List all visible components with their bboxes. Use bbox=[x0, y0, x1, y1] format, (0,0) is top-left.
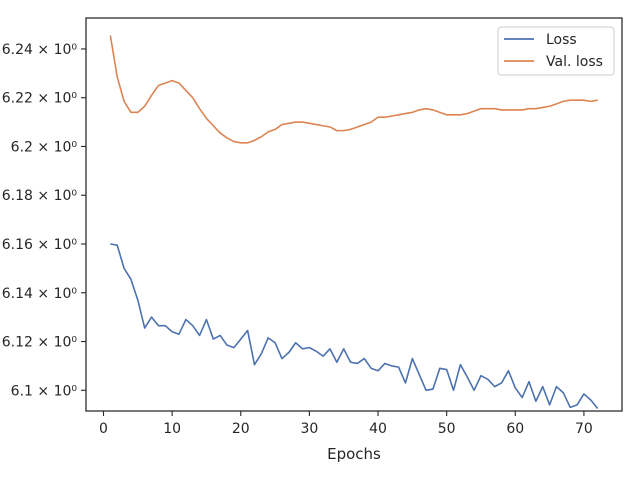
x-tick-label: 50 bbox=[438, 421, 456, 437]
x-tick-label: 30 bbox=[300, 421, 318, 437]
x-tick-label: 0 bbox=[99, 421, 108, 437]
y-tick-label: 6.16 × 10⁰ bbox=[2, 237, 78, 253]
x-axis-label: Epochs bbox=[327, 445, 381, 463]
legend-label: Val. loss bbox=[546, 54, 603, 70]
y-tick-label: 6.22 × 10⁰ bbox=[2, 91, 78, 107]
y-axis: 6.1 × 10⁰ 6.12 × 10⁰ 6.14 × 10⁰ 6.16 × 10⁰ 6… bbox=[2, 42, 86, 399]
legend-label: Loss bbox=[546, 32, 577, 48]
series-lines bbox=[109, 35, 599, 410]
x-tick-label: 40 bbox=[369, 421, 387, 437]
x-tick-label: 70 bbox=[575, 421, 593, 437]
y-tick-label: 6.14 × 10⁰ bbox=[2, 286, 78, 302]
y-tick-label: 6.24 × 10⁰ bbox=[2, 42, 78, 58]
series-line-loss bbox=[110, 243, 599, 410]
x-tick-label: 60 bbox=[506, 421, 524, 437]
y-tick-label: 6.1 × 10⁰ bbox=[11, 383, 78, 399]
y-tick-label: 6.2 × 10⁰ bbox=[11, 139, 78, 155]
x-axis: 0 10 20 30 40 50 60 70 bbox=[99, 411, 593, 437]
series-line-val-loss bbox=[109, 35, 598, 144]
x-tick-label: 20 bbox=[232, 421, 250, 437]
legend: Loss Val. loss bbox=[497, 26, 615, 76]
y-tick-label: 6.18 × 10⁰ bbox=[2, 188, 78, 204]
y-tick-label: 6.12 × 10⁰ bbox=[2, 335, 78, 351]
plot-area bbox=[85, 17, 623, 412]
x-tick-label: 10 bbox=[163, 421, 181, 437]
